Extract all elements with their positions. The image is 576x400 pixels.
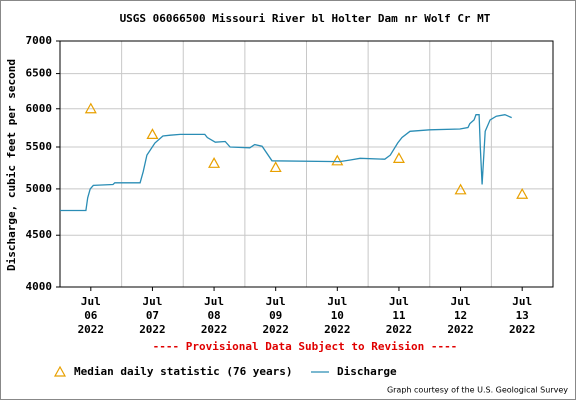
credit: Graph courtesy of the U.S. Geological Su… <box>387 386 568 395</box>
x-tick-label: Jul 10 2022 <box>324 295 351 336</box>
x-tick-label: Jul 06 2022 <box>77 295 105 336</box>
discharge-line <box>60 114 512 212</box>
y-tick-label: 5500 <box>26 140 53 153</box>
x-tick-label: Jul 13 2022 <box>508 295 536 336</box>
median-marker <box>146 128 159 140</box>
median-marker <box>84 102 97 114</box>
median-marker <box>516 187 529 199</box>
plot-border <box>59 40 554 288</box>
legend-label: Discharge <box>337 365 397 378</box>
provisional-note: ---- Provisional Data Subject to Revisio… <box>153 340 458 353</box>
median-marker <box>331 154 344 166</box>
x-tick-label: Jul 08 2022 <box>200 295 228 336</box>
median-marker <box>269 161 282 173</box>
median-marker <box>454 183 467 195</box>
legend-marker <box>53 365 67 377</box>
y-tick-label: 6000 <box>26 102 53 115</box>
y-tick-label: 6500 <box>26 67 53 80</box>
median-marker <box>208 157 221 168</box>
x-tick-label: Jul 07 2022 <box>139 295 166 336</box>
y-tick-label: 4000 <box>26 280 53 293</box>
y-tick-label: 5000 <box>26 182 53 195</box>
x-tick-label: Jul 09 2022 <box>262 295 289 336</box>
y-tick-label: 7000 <box>26 34 53 47</box>
x-tick-label: Jul 12 2022 <box>447 295 474 336</box>
median-marker <box>392 152 405 163</box>
chart-title: USGS 06066500 Missouri River bl Holter D… <box>120 12 491 25</box>
legend-label: Median daily statistic (76 years) <box>74 365 293 378</box>
y-axis-label: Discharge, cubic feet per second <box>5 59 18 271</box>
y-tick-label: 4500 <box>26 228 53 241</box>
x-tick-label: Jul 11 2022 <box>385 295 413 336</box>
